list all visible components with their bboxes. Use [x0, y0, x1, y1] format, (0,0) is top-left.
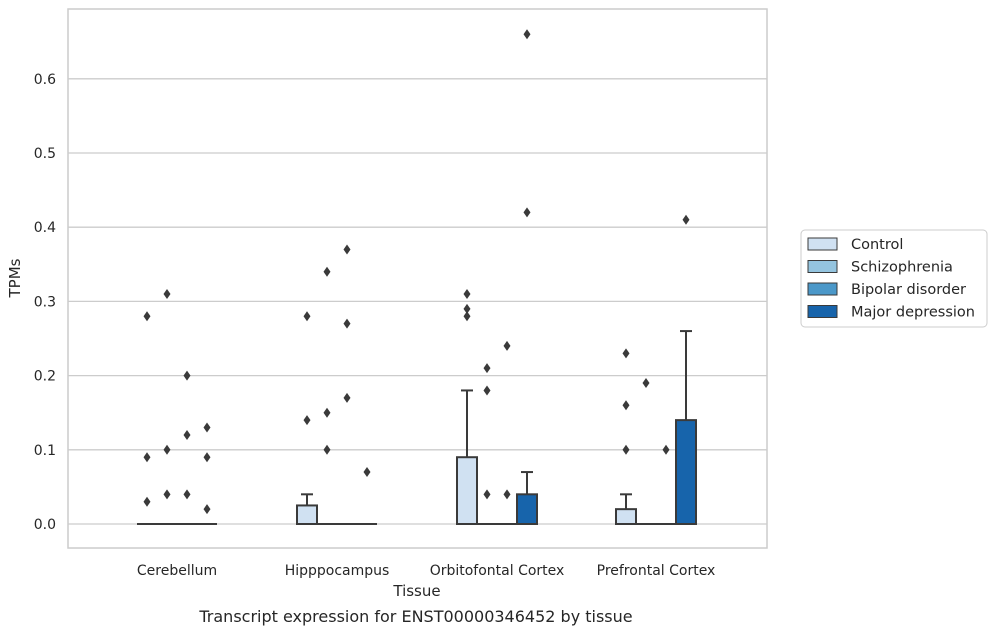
- y-tick-label: 0.4: [34, 220, 56, 236]
- y-tick-label: 0.2: [34, 369, 56, 385]
- outlier-point: [163, 444, 171, 455]
- legend-swatch: [807, 260, 838, 273]
- box-major-depression: [675, 214, 697, 525]
- box-schizophrenia: [157, 288, 177, 525]
- outlier-point: [483, 363, 491, 374]
- x-tick-labels: Cerebellum Hipppocampus Orbitofontal Corte…: [137, 563, 715, 579]
- x-tick-label: Prefrontal Cortex: [597, 563, 716, 579]
- outlier-point: [183, 370, 191, 381]
- outlier-point: [183, 489, 191, 500]
- legend-label: Major depression: [851, 305, 975, 321]
- outlier-point: [503, 489, 511, 500]
- legend-label: Bipolar disorder: [851, 282, 966, 298]
- y-tick-label: 0.3: [34, 294, 56, 310]
- y-tick-label: 0.6: [34, 72, 56, 88]
- box-plots: [137, 29, 697, 526]
- box-body: [615, 508, 637, 526]
- outlier-point: [463, 303, 471, 314]
- x-tick-label: Orbitofontal Cortex: [430, 563, 565, 579]
- outlier-point: [343, 318, 351, 329]
- outlier-point: [503, 340, 511, 351]
- box-body: [675, 419, 697, 525]
- box-body: [296, 504, 318, 526]
- outlier-point: [183, 429, 191, 440]
- outlier-point: [642, 378, 650, 389]
- legend-swatch: [807, 305, 838, 318]
- y-tick-labels: 0.0 0.1 0.2 0.3 0.4 0.5 0.6: [34, 72, 56, 533]
- box-control: [137, 311, 157, 525]
- outlier-point: [143, 452, 151, 463]
- outlier-point: [203, 452, 211, 463]
- outlier-point: [203, 504, 211, 515]
- box-bipolar-disorder: [497, 340, 517, 525]
- y-tick-label: 0.5: [34, 146, 56, 162]
- y-tick-label: 0.0: [34, 517, 56, 533]
- outlier-point: [143, 496, 151, 507]
- outlier-point: [523, 207, 531, 218]
- outlier-point: [303, 415, 311, 426]
- outlier-point: [203, 422, 211, 433]
- outlier-point: [622, 400, 630, 411]
- outlier-point: [323, 407, 331, 418]
- outlier-point: [143, 311, 151, 322]
- outlier-point: [343, 392, 351, 403]
- x-tick-label: Hipppocampus: [285, 563, 390, 579]
- box-control: [615, 348, 637, 526]
- outlier-point: [523, 29, 531, 40]
- outlier-point: [163, 489, 171, 500]
- outlier-point: [343, 244, 351, 255]
- box-control: [456, 288, 478, 525]
- outlier-point: [662, 444, 670, 455]
- box-body: [516, 493, 538, 526]
- legend-label: Schizophrenia: [851, 260, 953, 276]
- legend-label: Control: [851, 237, 903, 253]
- outlier-point: [363, 467, 371, 478]
- outlier-point: [682, 214, 690, 225]
- legend-swatch: [807, 237, 838, 251]
- outlier-point: [483, 489, 491, 500]
- y-axis-label: TPMs: [6, 258, 24, 298]
- legend-frame: [800, 229, 988, 328]
- y-tick-label: 0.1: [34, 443, 56, 459]
- box-bipolar-disorder: [177, 370, 197, 525]
- box-major-depression: [197, 422, 217, 525]
- outlier-point: [622, 444, 630, 455]
- x-tick-label: Cerebellum: [137, 563, 217, 579]
- x-axis-label: Tissue: [392, 582, 440, 600]
- outlier-point: [303, 311, 311, 322]
- outlier-point: [622, 348, 630, 359]
- outlier-point: [463, 311, 471, 322]
- box-major-depression: [357, 467, 377, 525]
- box-control: [296, 311, 318, 526]
- outlier-point: [163, 288, 171, 299]
- outlier-point: [483, 385, 491, 396]
- outlier-point: [463, 288, 471, 299]
- outlier-point: [323, 266, 331, 277]
- outlier-point: [323, 444, 331, 455]
- chart-caption: Transcript expression for ENST0000034645…: [198, 607, 632, 626]
- box-schizophrenia: [636, 378, 656, 525]
- box-body: [456, 456, 478, 525]
- box-bipolar-disorder: [337, 244, 357, 525]
- legend-swatch: [807, 282, 838, 296]
- plot-frame: [67, 8, 768, 549]
- box-schizophrenia: [317, 266, 337, 525]
- box-bipolar-disorder: [656, 444, 676, 525]
- legend: Control Schizophrenia Bipolar disorder Majo…: [800, 229, 988, 328]
- box-major-depression: [516, 29, 538, 526]
- box-schizophrenia: [477, 363, 497, 525]
